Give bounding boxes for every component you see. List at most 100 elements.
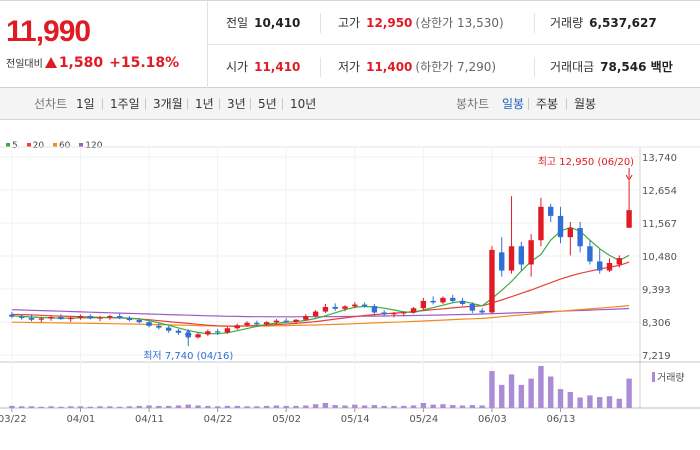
volume-bar [469, 405, 476, 408]
candle-body [548, 206, 554, 216]
low-annotation: 최저 7,740 (04/16) [143, 350, 233, 362]
change-percent: +15.18% [109, 55, 180, 71]
candle [205, 329, 211, 337]
volume-bar [616, 398, 622, 408]
candle [342, 305, 348, 312]
y-tick-label: 12,654 [642, 186, 677, 197]
volume-bar [87, 406, 93, 408]
candle [136, 317, 142, 324]
chart-grid [0, 146, 700, 412]
candle [528, 234, 534, 277]
x-tick-label: 05/02 [272, 414, 301, 425]
volume-bar [528, 378, 534, 408]
legend-ma60: 60 [52, 141, 70, 151]
period-1d-button[interactable]: 1일 [76, 97, 95, 111]
candle-body [19, 316, 25, 318]
volume-bar [420, 402, 427, 408]
candle-body [410, 308, 417, 313]
y-tick-label: 13,740 [642, 153, 677, 164]
candle-body [430, 300, 436, 303]
volume-bar [518, 384, 525, 408]
volume-bar [371, 405, 378, 408]
low-arrow-head [184, 329, 192, 336]
candle-body [322, 306, 329, 312]
candle-body [87, 316, 93, 319]
volume-bar [508, 374, 515, 408]
volume-bar [263, 405, 270, 408]
x-tick-label: 05/14 [341, 414, 370, 425]
candle-body [352, 304, 358, 307]
volume-bar [126, 406, 133, 408]
day-high: 고가 12,950 (상한가 13,530) [338, 1, 504, 45]
candle [381, 310, 387, 317]
legend-ma5: 5 [6, 141, 18, 151]
volume-label: 거래량 [550, 16, 584, 30]
period-3m-button[interactable]: 3개월 [153, 97, 183, 111]
candle-body [616, 258, 622, 265]
volume-bar [19, 406, 25, 408]
candle-body [97, 317, 103, 319]
weekly-candle-button[interactable]: 주봉 [536, 97, 559, 111]
period-1y-button[interactable]: 1년 [195, 97, 214, 111]
candle [479, 308, 485, 315]
candle [19, 314, 25, 320]
period-1w-button[interactable]: 1주일 [110, 97, 140, 111]
candlesticks [9, 180, 632, 340]
candle-body [557, 215, 564, 238]
volume-label: 거래량 [657, 372, 685, 384]
monthly-candle-button[interactable]: 월봉 [574, 97, 597, 111]
candle-body [263, 322, 270, 325]
y-tick-label: 9,393 [642, 285, 671, 296]
day-low: 저가 11,400 (하한가 7,290) [338, 45, 496, 89]
volume-bar [254, 406, 260, 408]
period-3y-button[interactable]: 3년 [227, 97, 246, 111]
volume-bar [77, 406, 84, 408]
amount-value: 78,546 백만 [600, 60, 673, 74]
divider [534, 57, 535, 77]
candle-body [58, 317, 64, 320]
volume-bar [293, 405, 299, 408]
volume-bar [459, 405, 466, 408]
candle-body [214, 331, 221, 333]
ma120-line [11, 307, 630, 318]
low-label: 저가 [338, 60, 361, 74]
candle [469, 302, 476, 314]
candle [499, 237, 505, 277]
volume-bar [440, 404, 446, 408]
candle [116, 313, 123, 320]
volume-bar [48, 406, 54, 408]
volume-bar [283, 405, 289, 408]
volume-bar [58, 406, 64, 408]
high-label: 고가 [338, 16, 361, 30]
period-5y-button[interactable]: 5년 [258, 97, 277, 111]
divider [534, 13, 535, 33]
candle [352, 302, 358, 309]
volume-bar [606, 396, 613, 408]
daily-candle-button[interactable]: 일봉 [502, 97, 525, 111]
x-tick-label: 06/03 [478, 414, 507, 425]
candle-body [567, 228, 574, 238]
up-triangle-icon [44, 57, 57, 68]
volume-bar [312, 404, 319, 408]
candle-body [440, 297, 446, 303]
volume-bar [342, 405, 348, 408]
candle [420, 297, 427, 311]
period-10y-button[interactable]: 10년 [290, 97, 317, 111]
candle [361, 302, 368, 308]
candle [587, 240, 593, 265]
candle-body [156, 325, 162, 328]
candle [459, 297, 466, 306]
volume-bar [9, 405, 15, 408]
line-chart-label: 선차트 [34, 97, 68, 111]
volume-bar [322, 402, 329, 408]
candle-body [48, 317, 54, 319]
candle [175, 328, 182, 335]
volume-bar [156, 405, 162, 408]
candle-body [361, 304, 368, 307]
volume-bar [303, 405, 309, 408]
candle [430, 296, 436, 305]
open-value: 11,410 [254, 60, 301, 74]
candle-body [9, 314, 15, 317]
